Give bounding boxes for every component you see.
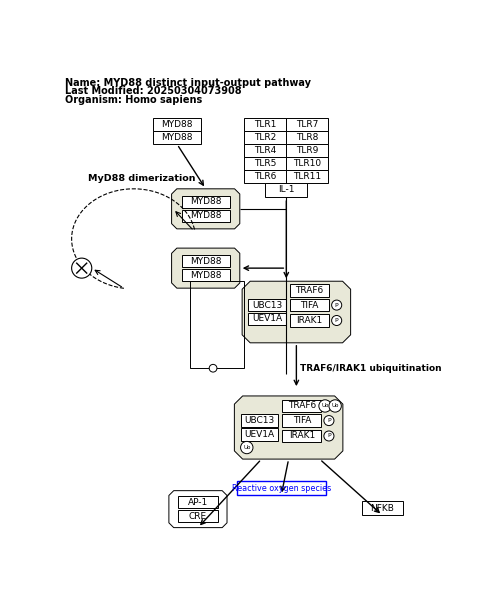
FancyBboxPatch shape xyxy=(282,414,321,426)
FancyBboxPatch shape xyxy=(290,314,329,327)
FancyBboxPatch shape xyxy=(282,400,321,412)
Text: P: P xyxy=(327,418,331,423)
Circle shape xyxy=(240,441,253,454)
Polygon shape xyxy=(172,189,240,229)
FancyBboxPatch shape xyxy=(153,118,201,131)
Text: UBC13: UBC13 xyxy=(252,301,282,310)
Text: IL-1: IL-1 xyxy=(278,186,295,194)
Text: AP-1: AP-1 xyxy=(188,498,208,507)
Text: TLR9: TLR9 xyxy=(296,146,318,155)
FancyBboxPatch shape xyxy=(282,430,321,442)
FancyBboxPatch shape xyxy=(178,510,218,522)
Text: TLR8: TLR8 xyxy=(296,133,318,142)
Text: UEV1A: UEV1A xyxy=(252,315,282,323)
Text: CRE: CRE xyxy=(189,511,207,521)
Text: P: P xyxy=(335,318,338,323)
Text: TIFA: TIFA xyxy=(293,416,311,425)
FancyBboxPatch shape xyxy=(181,196,230,208)
FancyBboxPatch shape xyxy=(181,269,230,281)
Text: MyD88 dimerization: MyD88 dimerization xyxy=(88,174,195,183)
Text: UBC13: UBC13 xyxy=(244,416,274,425)
Text: P: P xyxy=(335,302,338,307)
FancyBboxPatch shape xyxy=(244,144,286,157)
FancyBboxPatch shape xyxy=(181,210,230,222)
Text: P: P xyxy=(327,433,331,439)
Text: TRAF6/IRAK1 ubiquitination: TRAF6/IRAK1 ubiquitination xyxy=(300,364,442,373)
Text: TIFA: TIFA xyxy=(300,301,319,310)
FancyBboxPatch shape xyxy=(237,481,326,496)
FancyBboxPatch shape xyxy=(286,118,328,131)
FancyBboxPatch shape xyxy=(290,299,329,311)
Text: Ub: Ub xyxy=(243,445,251,450)
Circle shape xyxy=(324,431,334,441)
Circle shape xyxy=(332,315,342,326)
Circle shape xyxy=(332,300,342,310)
FancyBboxPatch shape xyxy=(178,496,218,508)
Text: TLR10: TLR10 xyxy=(293,159,321,168)
FancyBboxPatch shape xyxy=(244,118,286,131)
Polygon shape xyxy=(242,281,350,343)
Circle shape xyxy=(319,400,331,412)
Text: IRAK1: IRAK1 xyxy=(297,316,323,325)
Text: MYD88: MYD88 xyxy=(190,271,221,280)
FancyBboxPatch shape xyxy=(248,299,286,311)
Text: Ub: Ub xyxy=(331,403,339,409)
Text: MYD88: MYD88 xyxy=(161,120,193,129)
Circle shape xyxy=(72,258,92,278)
FancyBboxPatch shape xyxy=(286,170,328,183)
FancyBboxPatch shape xyxy=(244,157,286,170)
Polygon shape xyxy=(172,248,240,288)
Text: Reactive oxygen species: Reactive oxygen species xyxy=(232,484,331,493)
FancyBboxPatch shape xyxy=(248,313,286,325)
Polygon shape xyxy=(234,396,343,459)
FancyBboxPatch shape xyxy=(153,131,201,144)
Text: TRAF6: TRAF6 xyxy=(288,401,316,411)
Polygon shape xyxy=(169,491,227,528)
Text: TLR1: TLR1 xyxy=(254,120,276,129)
Text: TLR2: TLR2 xyxy=(254,133,276,142)
Text: TLR4: TLR4 xyxy=(254,146,276,155)
FancyBboxPatch shape xyxy=(286,144,328,157)
FancyBboxPatch shape xyxy=(244,131,286,144)
FancyBboxPatch shape xyxy=(240,414,278,426)
Circle shape xyxy=(329,400,341,412)
Text: MYD88: MYD88 xyxy=(190,197,221,207)
FancyBboxPatch shape xyxy=(286,157,328,170)
FancyBboxPatch shape xyxy=(290,284,329,296)
Text: TRAF6: TRAF6 xyxy=(295,286,324,295)
FancyBboxPatch shape xyxy=(362,502,403,515)
Text: TLR11: TLR11 xyxy=(293,172,321,181)
Text: TLR7: TLR7 xyxy=(296,120,318,129)
Text: Organism: Homo sapiens: Organism: Homo sapiens xyxy=(65,95,202,105)
Circle shape xyxy=(324,415,334,426)
Text: MYD88: MYD88 xyxy=(190,257,221,266)
Text: UEV1A: UEV1A xyxy=(244,430,274,439)
FancyBboxPatch shape xyxy=(286,131,328,144)
FancyBboxPatch shape xyxy=(265,183,307,197)
FancyBboxPatch shape xyxy=(244,170,286,183)
Text: MYD88: MYD88 xyxy=(190,211,221,221)
Text: TLR5: TLR5 xyxy=(254,159,276,168)
Text: Last Modified: 20250304073908: Last Modified: 20250304073908 xyxy=(65,86,241,97)
FancyBboxPatch shape xyxy=(240,428,278,441)
Text: MYD88: MYD88 xyxy=(161,133,193,142)
Text: NFKB: NFKB xyxy=(371,504,395,513)
Text: Ub: Ub xyxy=(321,403,329,409)
Text: TLR6: TLR6 xyxy=(254,172,276,181)
Text: Name: MYD88 distinct input-output pathway: Name: MYD88 distinct input-output pathwa… xyxy=(65,78,311,88)
Circle shape xyxy=(209,364,217,372)
Text: IRAK1: IRAK1 xyxy=(288,431,315,441)
FancyBboxPatch shape xyxy=(181,255,230,268)
